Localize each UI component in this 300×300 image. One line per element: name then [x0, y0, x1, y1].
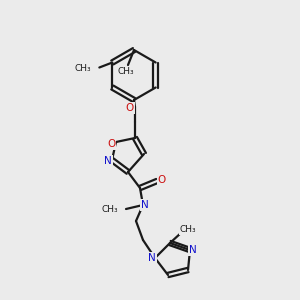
Text: CH₃: CH₃	[180, 226, 196, 235]
Text: CH₃: CH₃	[118, 68, 134, 76]
Text: CH₃: CH₃	[101, 205, 118, 214]
Text: O: O	[126, 103, 134, 113]
Text: N: N	[148, 253, 156, 263]
Text: N: N	[189, 245, 197, 255]
Text: N: N	[104, 156, 112, 166]
Text: CH₃: CH₃	[75, 64, 91, 73]
Text: O: O	[158, 175, 166, 185]
Text: N: N	[141, 200, 149, 210]
Text: O: O	[107, 139, 115, 149]
